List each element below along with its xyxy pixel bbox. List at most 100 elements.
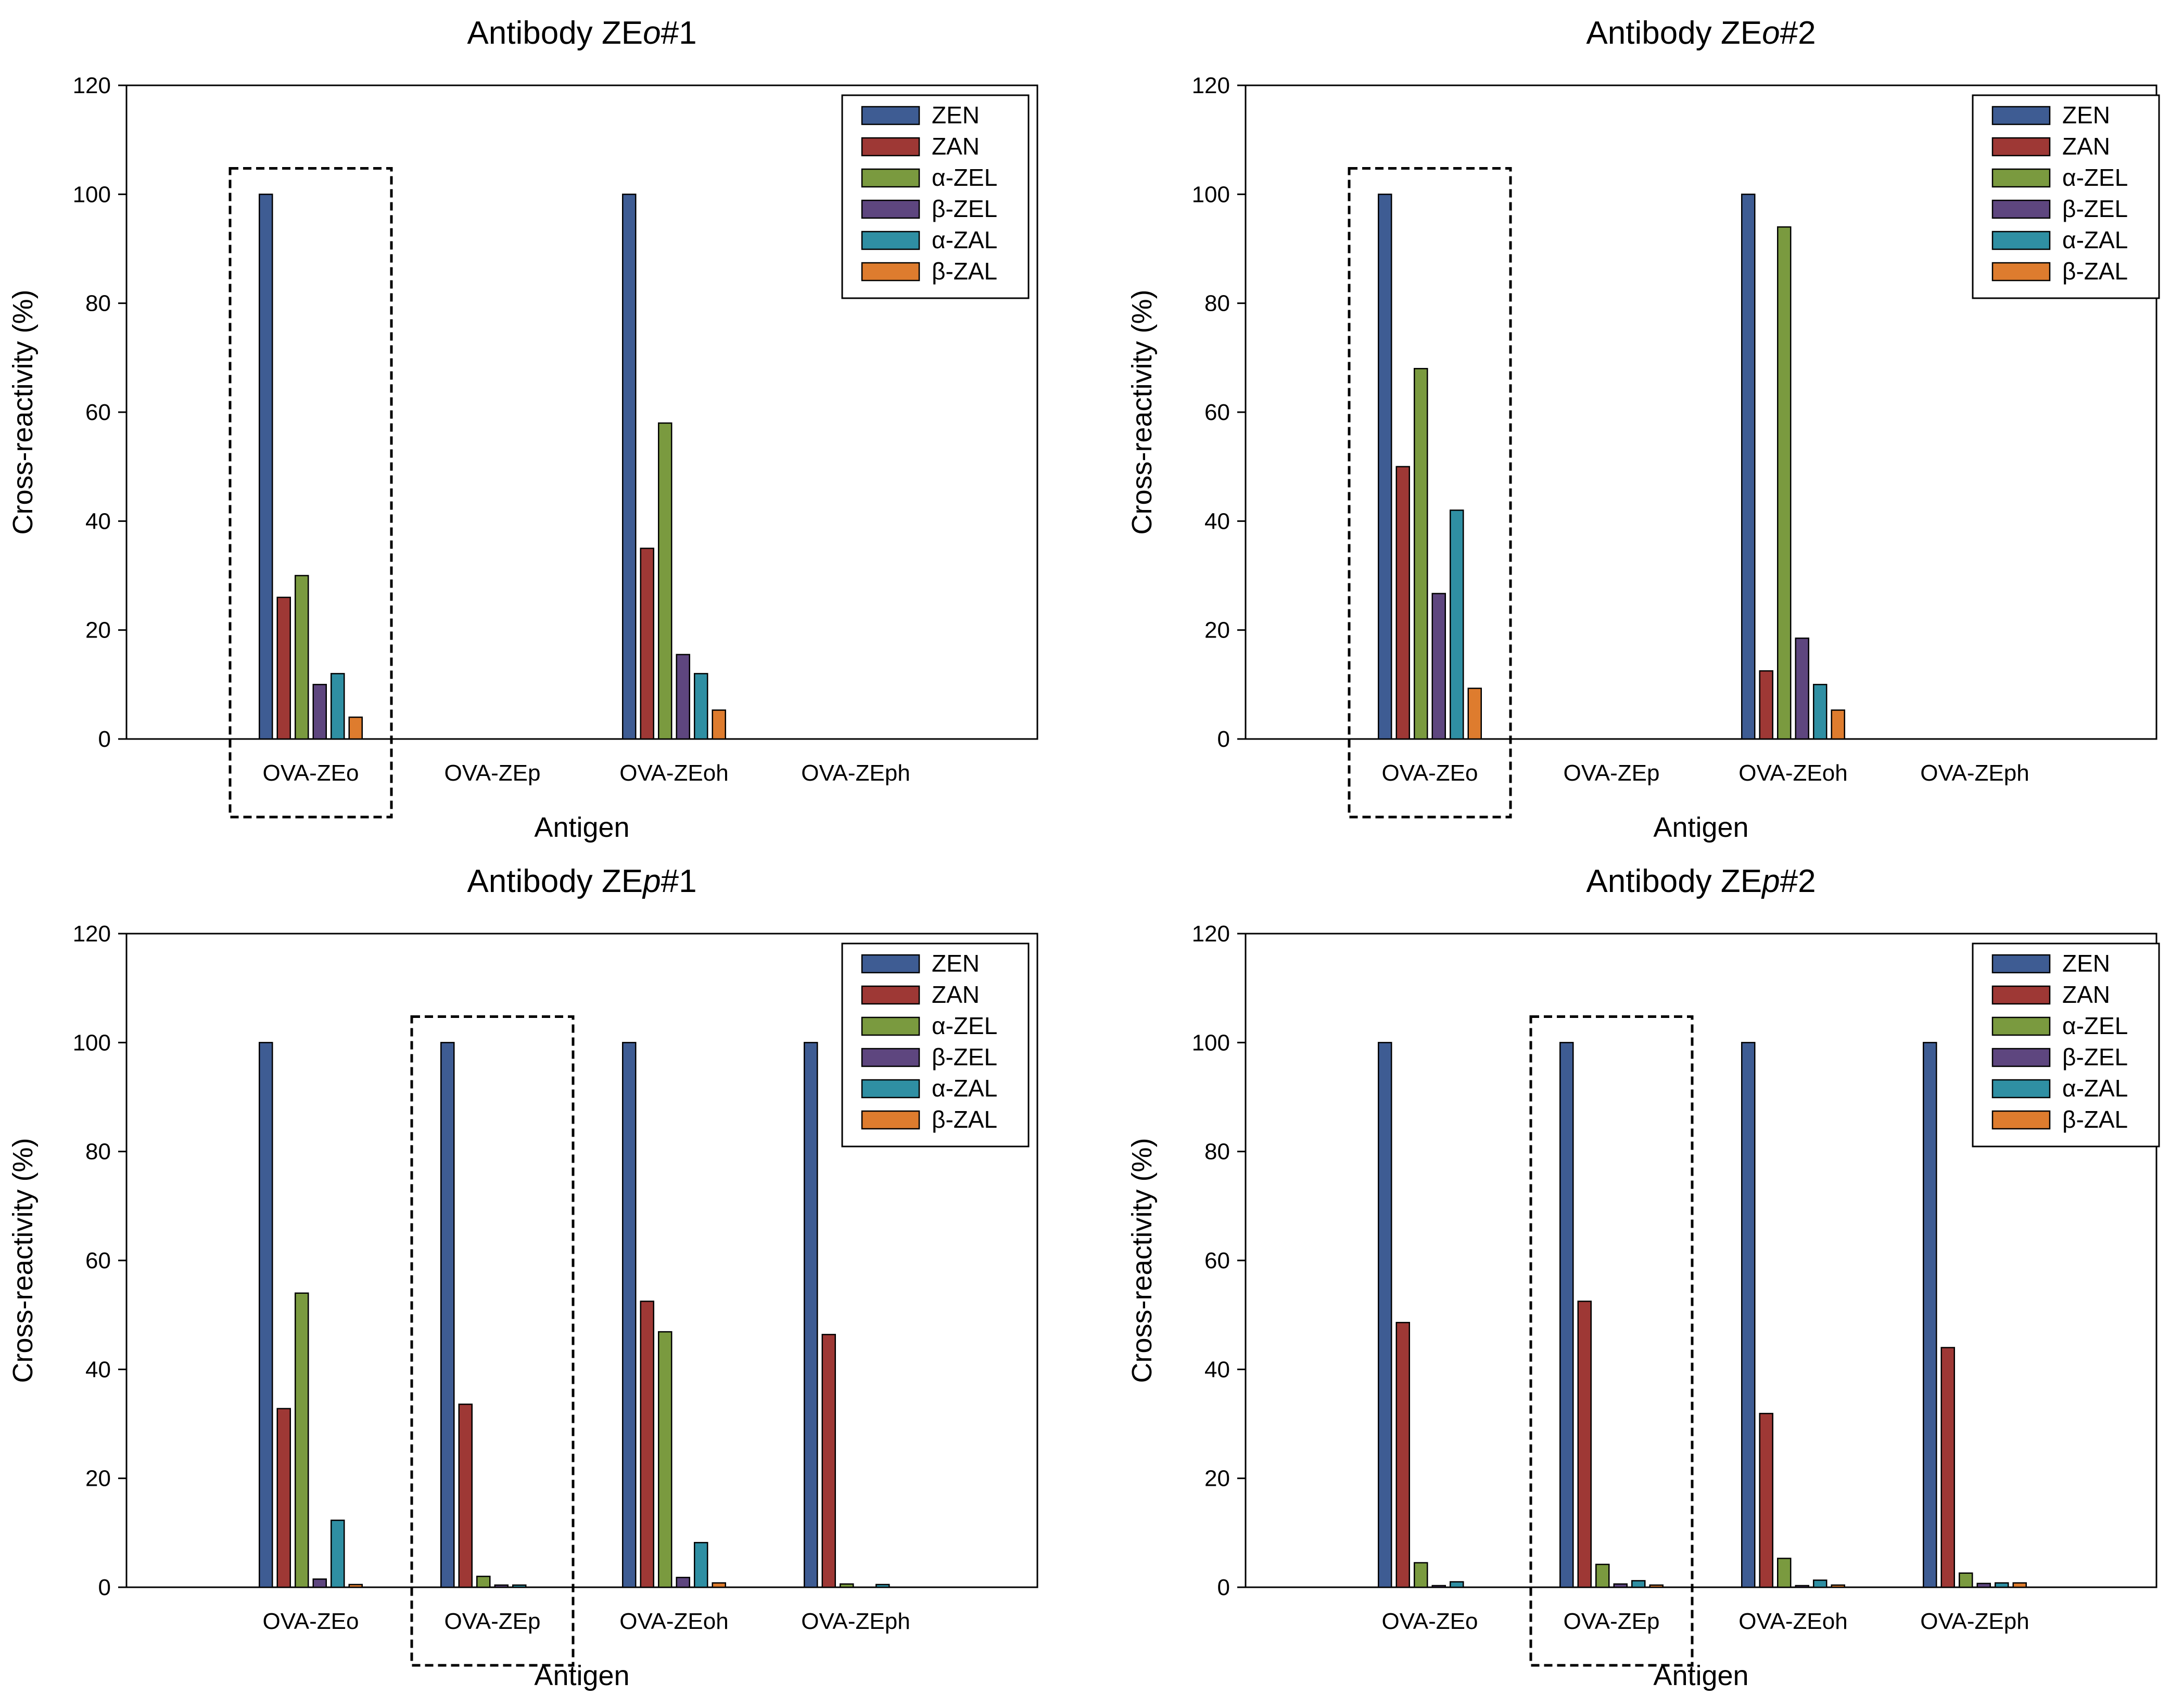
bar-ZEN-OVA-ZEoh xyxy=(622,194,637,740)
bar-ZAL-OVA-ZEoh xyxy=(1831,709,1845,740)
legend-label: β-ZEL xyxy=(932,195,997,222)
y-tick-label: 20 xyxy=(85,1466,111,1492)
legend-label: α-ZEL xyxy=(2062,1012,2128,1039)
bar-ZEN-OVA-ZEoh xyxy=(1741,1042,1756,1588)
bar-ZEL-OVA-ZEoh xyxy=(1795,1585,1809,1588)
y-tick-label: 20 xyxy=(1204,1466,1230,1492)
y-tick-label: 80 xyxy=(85,291,111,316)
chart-panel-4: Antibody ZEp#2 0 20 40 60 80 100 120 Cross-react… xyxy=(1126,863,2160,1691)
bar-ZEN-OVA-ZEo xyxy=(1378,1042,1392,1588)
bar-ZEL-OVA-ZEp xyxy=(476,1575,491,1588)
bar-ZEN-OVA-ZEo xyxy=(259,194,273,740)
legend-swatch xyxy=(861,985,920,1005)
x-tick-label: OVA-ZEo xyxy=(262,1609,359,1634)
bar-ZAL-OVA-ZEo xyxy=(1467,687,1482,740)
legend-swatch xyxy=(861,262,920,282)
legend-label: ZEN xyxy=(2062,950,2110,977)
y-tick-label: 100 xyxy=(1192,1030,1230,1055)
y-tick-label: 80 xyxy=(85,1139,111,1165)
legend-label: β-ZAL xyxy=(932,258,997,285)
bar-ZEL-OVA-ZEoh xyxy=(1777,1558,1792,1588)
bar-ZAL-OVA-ZEo xyxy=(348,716,363,740)
legend-label: β-ZAL xyxy=(2062,1106,2128,1133)
bar-ZAN-OVA-ZEoh xyxy=(640,547,654,740)
y-tick-label: 80 xyxy=(1204,1139,1230,1165)
x-tick-label: OVA-ZEoh xyxy=(619,1609,728,1634)
y-tick-label: 60 xyxy=(1204,400,1230,425)
chart-title: Antibody ZEp#2 xyxy=(1586,863,1816,899)
chart-title-italic: p xyxy=(1761,863,1780,899)
x-tick-label: OVA-ZEoh xyxy=(1738,760,1847,786)
legend-swatch xyxy=(1991,231,2051,250)
y-tick-label: 80 xyxy=(1204,291,1230,316)
bar-ZAL-OVA-ZEph xyxy=(2012,1582,2027,1588)
legend-label: β-ZAL xyxy=(932,1106,997,1133)
bar-ZAL-OVA-ZEp xyxy=(1649,1584,1664,1588)
legend-label: ZEN xyxy=(932,950,980,977)
y-tick-label: 60 xyxy=(1204,1248,1230,1273)
x-tick-label: OVA-ZEp xyxy=(444,760,540,786)
y-tick-label: 60 xyxy=(85,400,111,425)
legend-swatch xyxy=(1991,1048,2051,1067)
chart-title-suffix: #2 xyxy=(1780,863,1816,899)
y-tick-label: 100 xyxy=(73,1030,111,1055)
legend-label: β-ZEL xyxy=(2062,195,2128,222)
legend-label: ZAN xyxy=(2062,133,2110,160)
x-tick-label: OVA-ZEoh xyxy=(619,760,728,786)
x-tick-label: OVA-ZEph xyxy=(1920,1609,2029,1634)
highlight-box xyxy=(1529,1015,1694,1667)
y-tick-label: 40 xyxy=(1204,1357,1230,1382)
legend-label: ZEN xyxy=(932,101,980,129)
bar-ZAL-OVA-ZEoh xyxy=(1813,684,1827,740)
legend-swatch xyxy=(1991,954,2051,974)
legend-label: ZAN xyxy=(932,981,980,1008)
legend-swatch xyxy=(861,231,920,250)
legend-swatch xyxy=(1991,1016,2051,1036)
bar-ZAN-OVA-ZEoh xyxy=(640,1301,654,1588)
bar-ZEN-OVA-ZEoh xyxy=(1741,194,1756,740)
legend-swatch xyxy=(1991,106,2051,125)
chart-title-italic: p xyxy=(642,863,661,899)
chart-title: Antibody ZEp#1 xyxy=(467,863,696,899)
bar-ZEL-OVA-ZEo xyxy=(295,575,309,740)
legend-label: α-ZAL xyxy=(2062,226,2128,253)
legend-label: α-ZEL xyxy=(932,1012,997,1039)
bar-ZEL-OVA-ZEoh xyxy=(658,422,672,740)
legend-swatch xyxy=(861,1079,920,1099)
bar-ZAL-OVA-ZEo xyxy=(348,1584,363,1588)
highlight-box xyxy=(1348,167,1512,819)
bar-ZEL-OVA-ZEp xyxy=(494,1584,509,1588)
bar-ZAN-OVA-ZEo xyxy=(276,596,291,740)
legend-swatch xyxy=(861,954,920,974)
y-tick-label: 100 xyxy=(1192,182,1230,207)
legend-swatch xyxy=(1991,1079,2051,1099)
legend-label: α-ZAL xyxy=(932,1075,997,1102)
chart-panel-3: Antibody ZEp#1 0 20 40 60 80 100 120 Cross-react… xyxy=(7,863,1038,1691)
y-tick-label: 100 xyxy=(73,182,111,207)
y-tick-label: 40 xyxy=(85,1357,111,1382)
legend-swatch xyxy=(1991,1110,2051,1130)
y-tick-label: 40 xyxy=(85,508,111,534)
legend-label: ZAN xyxy=(2062,981,2110,1008)
y-tick-label: 60 xyxy=(85,1248,111,1273)
legend-label: ZAN xyxy=(932,133,980,160)
y-tick-label: 0 xyxy=(98,1575,111,1600)
highlight-box xyxy=(410,1015,575,1667)
bar-ZEL-OVA-ZEo xyxy=(1431,1585,1446,1588)
bar-ZAL-OVA-ZEoh xyxy=(712,1582,726,1588)
x-tick-label: OVA-ZEoh xyxy=(1738,1609,1847,1634)
legend-swatch xyxy=(1991,262,2051,282)
bar-ZAL-OVA-ZEoh xyxy=(694,673,708,740)
x-tick-label: OVA-ZEph xyxy=(1920,760,2029,786)
bar-ZAL-OVA-ZEp xyxy=(1631,1580,1646,1588)
legend-label: α-ZAL xyxy=(2062,1075,2128,1102)
bar-ZEL-OVA-ZEo xyxy=(1431,593,1446,740)
y-axis-title: Cross-reactivity (%) xyxy=(1126,289,1158,534)
bar-ZAN-OVA-ZEo xyxy=(276,1408,291,1588)
legend-swatch xyxy=(861,1016,920,1036)
y-tick-label: 120 xyxy=(1192,921,1230,947)
legend-swatch xyxy=(861,106,920,125)
x-tick-label: OVA-ZEph xyxy=(801,1609,910,1634)
bar-ZEN-OVA-ZEoh xyxy=(622,1042,637,1588)
legend-swatch xyxy=(861,168,920,188)
